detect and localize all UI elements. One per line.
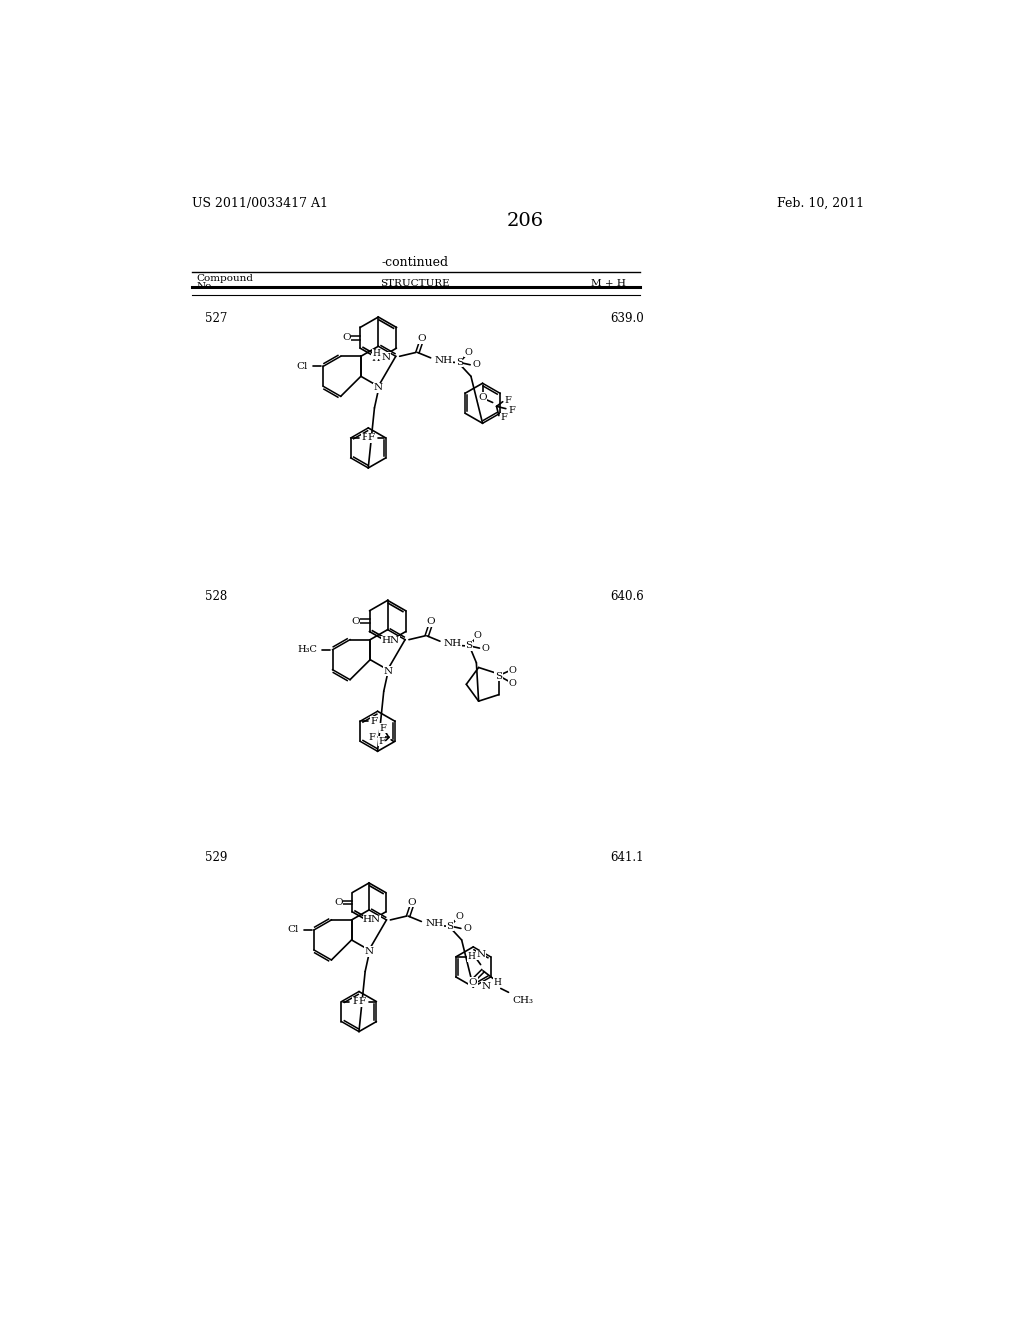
- Text: O: O: [472, 360, 480, 370]
- Text: F: F: [352, 997, 359, 1006]
- Text: O: O: [465, 348, 472, 356]
- Text: 639.0: 639.0: [610, 313, 644, 326]
- Text: N: N: [365, 946, 374, 956]
- Text: F: F: [368, 433, 375, 442]
- Text: O: O: [474, 631, 482, 640]
- Text: O: O: [478, 392, 486, 401]
- Text: F: F: [358, 997, 366, 1006]
- Text: HN: HN: [381, 636, 399, 645]
- Text: O: O: [463, 924, 471, 933]
- Text: S: S: [465, 642, 472, 651]
- Text: O: O: [469, 978, 477, 987]
- Text: H: H: [467, 953, 475, 961]
- Text: NH: NH: [425, 919, 443, 928]
- Text: H: H: [372, 350, 380, 359]
- Text: 529: 529: [206, 851, 228, 865]
- Text: 640.6: 640.6: [610, 590, 644, 603]
- Text: NH: NH: [434, 355, 453, 364]
- Text: O: O: [342, 334, 350, 342]
- Text: Compound: Compound: [197, 275, 253, 282]
- Text: N: N: [481, 982, 490, 990]
- Text: Feb. 10, 2011: Feb. 10, 2011: [777, 197, 864, 210]
- Text: Cl: Cl: [287, 925, 298, 935]
- Text: H₃C: H₃C: [297, 645, 317, 655]
- Text: H: H: [493, 978, 501, 987]
- Text: O: O: [509, 665, 516, 675]
- Text: F: F: [371, 717, 378, 726]
- Text: O: O: [334, 898, 343, 907]
- Text: F: F: [368, 733, 375, 742]
- Text: -continued: -continued: [381, 256, 449, 269]
- Text: M + H: M + H: [591, 279, 626, 288]
- Text: F: F: [379, 723, 386, 733]
- Text: 528: 528: [206, 590, 227, 603]
- Text: F: F: [504, 396, 511, 405]
- Text: O: O: [482, 644, 489, 652]
- Text: N: N: [381, 352, 390, 362]
- Text: No.: No.: [197, 282, 215, 292]
- Text: S: S: [456, 358, 463, 367]
- Text: O: O: [408, 898, 417, 907]
- Text: O: O: [456, 912, 463, 920]
- Text: F: F: [508, 405, 515, 414]
- Text: HN: HN: [362, 916, 381, 924]
- Text: N: N: [477, 950, 485, 960]
- Text: F: F: [361, 433, 369, 442]
- Text: F: F: [378, 737, 385, 746]
- Text: O: O: [426, 618, 435, 627]
- Text: 206: 206: [506, 213, 544, 230]
- Text: F: F: [501, 413, 507, 422]
- Text: N: N: [374, 383, 383, 392]
- Text: S: S: [495, 672, 502, 681]
- Text: US 2011/0033417 A1: US 2011/0033417 A1: [191, 197, 328, 210]
- Text: Cl: Cl: [296, 362, 308, 371]
- Text: CH₃: CH₃: [512, 995, 534, 1005]
- Text: O: O: [351, 616, 359, 626]
- Text: NH: NH: [443, 639, 462, 648]
- Text: N: N: [383, 667, 392, 676]
- Text: 641.1: 641.1: [610, 851, 643, 865]
- Text: STRUCTURE: STRUCTURE: [380, 279, 450, 288]
- Text: O: O: [417, 334, 426, 343]
- Text: S: S: [446, 921, 454, 931]
- Text: 527: 527: [206, 313, 228, 326]
- Text: H: H: [372, 354, 380, 363]
- Text: O: O: [509, 678, 516, 688]
